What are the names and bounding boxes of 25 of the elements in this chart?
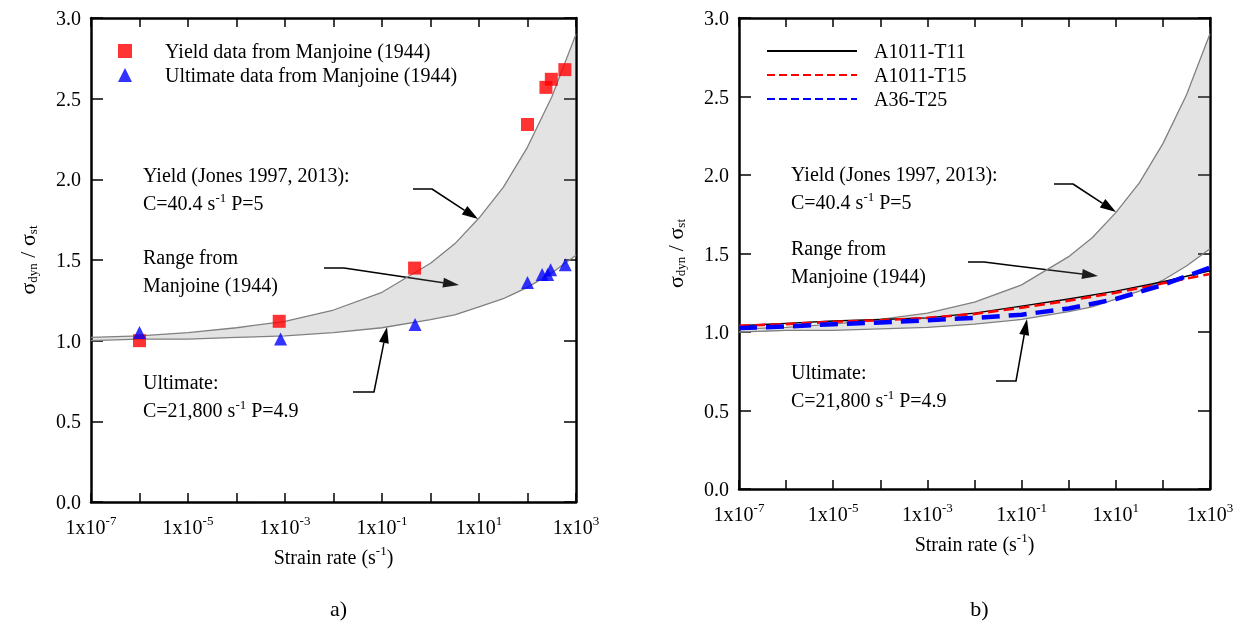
- annotation: Range from Manjoine (1944): [791, 237, 926, 288]
- annotation: Range from Manjoine (1944): [143, 246, 278, 297]
- legend-label: Yield data from Manjoine (1944): [165, 40, 431, 63]
- y-tick-label: 0.5: [704, 399, 729, 422]
- legend-label: A36-T25: [874, 88, 948, 110]
- y-tick-label: 2.0: [704, 164, 729, 186]
- y-axis-title: σdyn / σst: [663, 218, 688, 288]
- legend-label: Ultimate data from Manjoine (1944): [165, 64, 458, 87]
- y-axis-title: σdyn / σst: [15, 225, 40, 295]
- y-tick-label: 2.0: [56, 168, 81, 191]
- y-tick-label: 2.5: [704, 85, 729, 108]
- y-tick-label: 3.0: [56, 7, 81, 29]
- y-tick-label: 2.5: [56, 87, 81, 110]
- legend-label: A1011-T11: [874, 40, 966, 62]
- y-tick-label: 3.0: [704, 7, 729, 29]
- y-tick-label: 1.5: [56, 249, 81, 271]
- y-tick-label: 1.0: [704, 321, 729, 343]
- text: b): [970, 595, 989, 621]
- y-tick-label: 0.0: [56, 491, 81, 513]
- legend-label: A1011-T15: [874, 64, 967, 86]
- text: a): [329, 595, 348, 621]
- y-tick-label: 0.0: [704, 478, 729, 500]
- y-tick-label: 1.0: [56, 329, 81, 352]
- y-tick-label: 0.5: [56, 410, 81, 433]
- y-tick-label: 1.5: [704, 242, 729, 265]
